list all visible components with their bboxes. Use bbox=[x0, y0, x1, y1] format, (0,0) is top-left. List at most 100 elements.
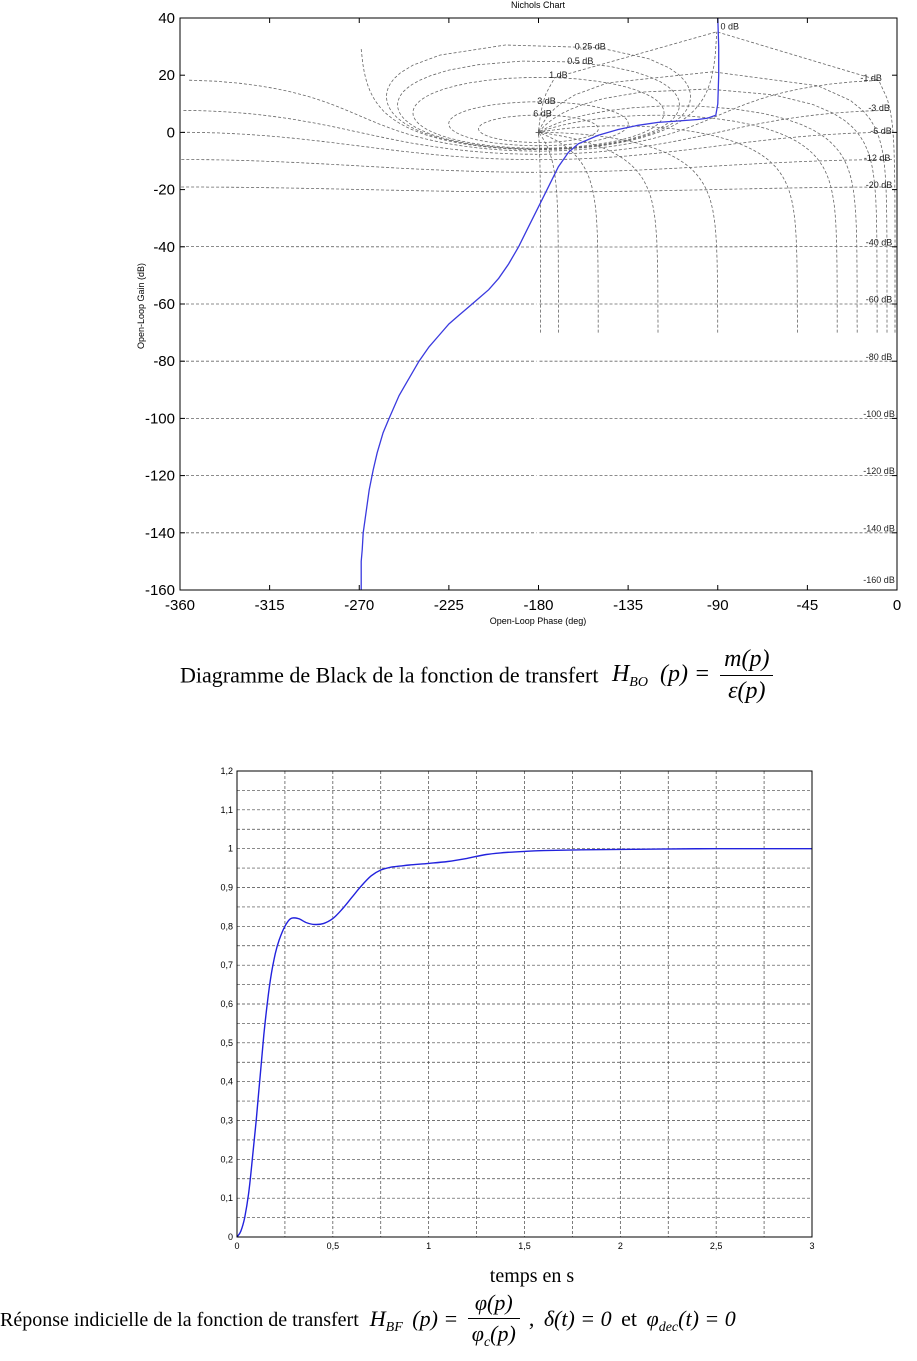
nichols-contour-label: -120 dB bbox=[863, 466, 895, 476]
nichols-n-contour bbox=[538, 71, 888, 333]
step-y-tick-label: 1 bbox=[228, 844, 233, 854]
nichols-contour-label: -60 dB bbox=[866, 295, 893, 305]
step-y-tick-label: 0,6 bbox=[220, 999, 233, 1009]
step-y-tick-label: 1,1 bbox=[220, 805, 233, 815]
nichols-y-tick-label: -40 bbox=[153, 239, 175, 256]
nichols-m-contour bbox=[183, 110, 891, 155]
step-y-tick-label: 0,1 bbox=[220, 1193, 233, 1203]
step-x-tick-label: 0,5 bbox=[327, 1241, 340, 1251]
step-caption-text: Réponse indicielle de la fonction de tra… bbox=[0, 1309, 359, 1331]
step-response-chart: 0 0,5 1 1,5 2 2,5 3 1,2 1,1 1 0,9 0,8 0,7 0,6 0,5 0,4 0,… bbox=[220, 766, 814, 1287]
black-caption-lhs-arg: (p) = bbox=[659, 660, 711, 687]
nichols-y-tick-label: 20 bbox=[158, 67, 175, 84]
step-caption-et: et bbox=[621, 1305, 638, 1331]
nichols-contour-label: 0.25 dB bbox=[575, 41, 606, 51]
step-response-caption: Réponse indicielle de la fonction de tra… bbox=[0, 1290, 736, 1360]
nichols-x-axis-label: Open-Loop Phase (deg) bbox=[490, 616, 587, 626]
black-diagram-caption: Diagramme de Black de la fonction de tra… bbox=[180, 646, 777, 716]
nichols-n-contour bbox=[538, 114, 838, 333]
nichols-y-axis-label: Open-Loop Gain (dB) bbox=[136, 263, 146, 349]
step-x-tick-label: 1 bbox=[426, 1241, 431, 1251]
nichols-ticks: -360 -315 -270 -225 -180 -135 -90 -45 0 40 20 0 -20 -… bbox=[145, 10, 901, 614]
nichols-contour-label: -6 dB bbox=[870, 126, 892, 136]
step-y-tick-label: 0,7 bbox=[220, 960, 233, 970]
nichols-y-tick-label: -80 bbox=[153, 353, 175, 370]
nichols-y-tick-label: -60 bbox=[153, 296, 175, 313]
nichols-y-tick-label: -120 bbox=[145, 468, 175, 485]
nichols-x-tick-label: -360 bbox=[165, 597, 195, 614]
step-caption-den-phi: φ bbox=[471, 1321, 484, 1346]
nichols-chart-title: Nichols Chart bbox=[511, 0, 566, 10]
nichols-n-contour bbox=[538, 125, 798, 333]
nichols-contour-label: -80 dB bbox=[866, 352, 893, 362]
step-caption-phi-sub: dec bbox=[658, 1319, 679, 1335]
nichols-n-contour bbox=[538, 132, 559, 333]
nichols-contour-label: -3 dB bbox=[868, 103, 890, 113]
step-caption-comma: , bbox=[528, 1305, 535, 1331]
nichols-contour-label: -160 dB bbox=[863, 575, 895, 585]
step-caption-den-sub: c bbox=[483, 1335, 491, 1350]
step-y-tick-label: 0,8 bbox=[220, 921, 233, 931]
step-y-tick-label: 0,2 bbox=[220, 1154, 233, 1164]
nichols-m-contour bbox=[360, 31, 718, 150]
nichols-contour-label: 6 dB bbox=[533, 109, 552, 119]
step-response-curve bbox=[236, 847, 812, 1238]
nichols-contour-label: 0.5 dB bbox=[567, 56, 593, 66]
step-caption-numerator: φ(p) bbox=[467, 1290, 520, 1319]
nichols-x-tick-label: -90 bbox=[707, 597, 729, 614]
nichols-contour-label: 1 dB bbox=[549, 70, 568, 80]
nichols-curve-group bbox=[360, 17, 720, 590]
nichols-y-tick-label: 40 bbox=[158, 10, 175, 27]
step-caption-den-arg: (p) bbox=[490, 1321, 516, 1346]
step-y-tick-label: 0,3 bbox=[220, 1116, 233, 1126]
nichols-y-tick-label: -20 bbox=[153, 182, 175, 199]
nichols-m-contour bbox=[448, 101, 629, 147]
nichols-n-contour bbox=[538, 132, 541, 333]
nichols-contour-label: -1 dB bbox=[860, 73, 882, 83]
step-x-tick-label: 1,5 bbox=[518, 1241, 531, 1251]
step-y-tick-label: 0,5 bbox=[220, 1038, 233, 1048]
step-grid bbox=[237, 771, 812, 1237]
step-caption-lhs-arg: (p) = bbox=[412, 1305, 459, 1331]
nichols-contour-label: -140 dB bbox=[863, 523, 895, 533]
nichols-y-tick-label: -160 bbox=[145, 582, 175, 599]
nichols-x-tick-label: -180 bbox=[523, 597, 553, 614]
step-ticks: 0 0,5 1 1,5 2 2,5 3 1,2 1,1 1 0,9 0,8 0,7 0,6 0,5 0,4 0,… bbox=[220, 766, 814, 1251]
step-x-axis-label: temps en s bbox=[490, 1265, 575, 1287]
black-caption-denominator: ε(p) bbox=[728, 678, 766, 704]
nichols-contour-label: -12 dB bbox=[864, 153, 891, 163]
black-caption-text: Diagramme de Black de la fonction de tra… bbox=[180, 662, 599, 688]
black-caption-numerator: m(p) bbox=[720, 646, 774, 676]
nichols-m-contour bbox=[478, 114, 599, 143]
nichols-chart: Nichols Chart 0 dB 0.25 dB 0.5 dB 1 dB 3 dB 6… bbox=[136, 0, 901, 626]
nichols-critical-point: + bbox=[535, 125, 542, 139]
step-x-tick-label: 3 bbox=[809, 1241, 814, 1251]
nichols-x-tick-label: 0 bbox=[893, 597, 901, 614]
nichols-n-contour bbox=[538, 31, 896, 333]
nichols-contour-label: 0 dB bbox=[720, 21, 739, 31]
step-caption-delta: δ(t) = 0 bbox=[543, 1305, 612, 1331]
step-x-tick-label: 0 bbox=[234, 1241, 239, 1251]
step-caption-phi: φ bbox=[646, 1305, 659, 1331]
nichols-n-contour bbox=[538, 132, 719, 333]
step-y-tick-label: 1,2 bbox=[220, 766, 233, 776]
black-caption-fraction: m(p) ε(p) bbox=[720, 646, 774, 705]
nichols-contour-label: -40 dB bbox=[866, 237, 893, 247]
nichols-m-contour bbox=[397, 60, 680, 150]
nichols-x-tick-label: -225 bbox=[434, 597, 464, 614]
step-caption-h: H bbox=[369, 1305, 386, 1331]
nichols-contour-label: -20 dB bbox=[866, 180, 893, 190]
nichols-n-contour bbox=[538, 132, 659, 333]
nichols-n-contour bbox=[538, 132, 599, 333]
nichols-m-contour bbox=[386, 44, 691, 150]
nichols-x-tick-label: -135 bbox=[613, 597, 643, 614]
nichols-contour-label: 3 dB bbox=[537, 96, 556, 106]
black-caption-h: H bbox=[611, 660, 630, 687]
nichols-contour-label: -100 dB bbox=[863, 409, 895, 419]
nichols-grid: 0 dB 0.25 dB 0.5 dB 1 dB 3 dB 6 dB -1 dB -3 dB -… bbox=[181, 21, 896, 591]
nichols-m-contour bbox=[181, 159, 895, 173]
step-y-tick-label: 0,9 bbox=[220, 883, 233, 893]
step-x-tick-label: 2 bbox=[618, 1241, 623, 1251]
nichols-y-tick-label: -100 bbox=[145, 410, 175, 427]
nichols-n-contour bbox=[538, 88, 878, 333]
